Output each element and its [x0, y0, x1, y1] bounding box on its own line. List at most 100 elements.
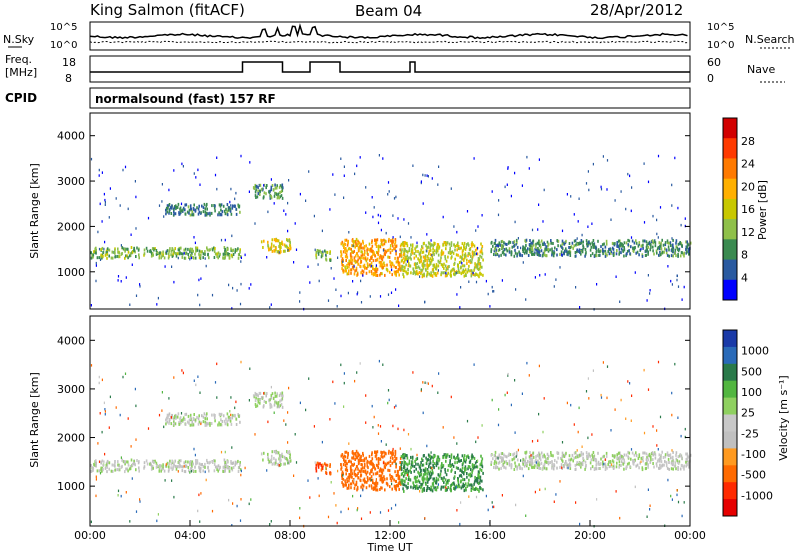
power-noise-cell: [359, 156, 361, 159]
velocity-cell: [419, 463, 422, 467]
power-cell: [462, 271, 465, 274]
velocity-cell: [100, 466, 102, 470]
velocity-cell: [371, 457, 374, 461]
power-noise-cell: [309, 281, 311, 284]
power-cell: [420, 248, 422, 252]
power-cell: [315, 253, 317, 257]
velocity-cell: [620, 456, 623, 460]
power-cell: [238, 205, 240, 209]
velocity-cell: [643, 451, 646, 455]
velocity-cell: [454, 471, 456, 475]
velocity-cell: [429, 470, 431, 474]
velocity-cell: [384, 466, 386, 470]
power-cell: [345, 238, 348, 242]
power-cell: [355, 268, 358, 272]
power-cell: [644, 254, 647, 257]
power-cell: [506, 249, 508, 253]
power-cell: [453, 261, 456, 265]
velocity-cell: [428, 462, 431, 466]
velocity-cell: [621, 456, 624, 460]
velocity-noise-cell: [314, 461, 316, 464]
power-noise-cell: [610, 218, 612, 221]
power-noise-cell: [576, 237, 578, 240]
power-cell: [389, 244, 392, 248]
velocity-cell: [374, 450, 376, 454]
velocity-cell: [380, 475, 382, 479]
velocity-cell: [395, 465, 397, 469]
power-cell: [342, 270, 345, 274]
power-cell: [411, 248, 414, 252]
power-cell: [92, 253, 95, 257]
power-cell: [284, 244, 287, 248]
power-cell: [498, 241, 501, 245]
velocity-noise-cell: [520, 459, 522, 462]
velocity-cell: [344, 450, 346, 454]
power-cell: [436, 249, 439, 253]
power-noise-cell: [287, 229, 289, 233]
velocity-cell: [580, 453, 583, 457]
velocity-cell: [471, 483, 473, 487]
power-noise-cell: [122, 168, 124, 172]
velocity-cell: [325, 471, 327, 474]
velocity-cell: [161, 467, 163, 471]
velocity-cell: [262, 405, 265, 409]
power-cell: [199, 254, 201, 258]
power-cell: [392, 239, 394, 243]
velocity-noise-cell: [472, 486, 474, 489]
velocity-cell: [121, 458, 124, 462]
velocity-cell: [106, 470, 108, 474]
power-noise-cell: [561, 229, 564, 233]
velocity-noise-cell: [204, 470, 206, 474]
velocity-cell: [348, 473, 350, 476]
power-cell: [371, 264, 374, 268]
velocity-cell: [472, 487, 475, 491]
velocity-cell: [538, 453, 541, 457]
velocity-cell: [433, 462, 436, 466]
nsky-left-tick-top: 10^5: [50, 22, 77, 33]
velocity-cell: [182, 416, 185, 420]
velocity-cell: [443, 476, 445, 480]
power-cell: [450, 241, 453, 245]
velocity-cell: [614, 454, 616, 458]
power-cell: [226, 210, 228, 214]
power-cell: [468, 264, 470, 268]
power-cell: [407, 256, 410, 260]
velocity-cell: [348, 476, 351, 480]
power-cell: [608, 252, 611, 256]
power-cell: [191, 210, 193, 214]
power-noise-cell: [575, 286, 577, 289]
power-cell: [167, 256, 170, 260]
velocity-cell: [133, 460, 135, 463]
power-cell: [467, 254, 469, 258]
power-noise-cell: [104, 200, 106, 204]
velocity-cell: [662, 456, 665, 459]
velocity-noise-cell: [365, 421, 367, 424]
power-cell: [561, 242, 564, 246]
power-cell: [444, 274, 447, 278]
velocity-noise-cell: [491, 398, 493, 402]
power-cell: [279, 242, 282, 246]
velocity-noise-cell: [120, 456, 122, 459]
velocity-noise-cell: [615, 490, 617, 493]
velocity-cell: [364, 463, 366, 467]
power-cell: [547, 248, 549, 251]
power-cell: [408, 247, 411, 250]
power-cell: [534, 247, 536, 251]
power-cell: [402, 269, 404, 273]
velocity-noise-cell: [544, 487, 546, 491]
velocity-cell: [500, 466, 502, 470]
velocity-cell: [552, 464, 554, 468]
power-cell: [654, 241, 657, 245]
power-cell: [648, 241, 651, 245]
power-noise-cell: [266, 256, 268, 259]
power-cell: [121, 252, 123, 255]
velocity-cell: [465, 455, 468, 459]
power-noise-cell: [165, 250, 167, 253]
velocity-cell: [225, 417, 227, 421]
velocity-cell: [677, 467, 679, 471]
power-noise-cell: [313, 214, 315, 218]
velocity-cell: [598, 467, 600, 470]
power-cell: [379, 245, 382, 249]
power-cell: [618, 251, 621, 255]
power-cell: [350, 261, 352, 265]
